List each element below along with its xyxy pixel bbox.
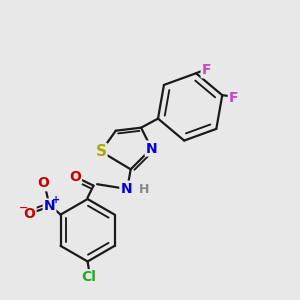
Text: H: H bbox=[139, 183, 149, 196]
Text: Cl: Cl bbox=[82, 270, 97, 284]
Text: O: O bbox=[24, 207, 36, 221]
Text: N: N bbox=[44, 200, 56, 214]
Text: F: F bbox=[202, 63, 211, 77]
Text: S: S bbox=[95, 144, 106, 159]
Text: F: F bbox=[229, 91, 238, 105]
Text: −: − bbox=[19, 202, 28, 212]
Text: N: N bbox=[120, 182, 132, 196]
Text: +: + bbox=[52, 195, 60, 205]
Text: O: O bbox=[69, 170, 81, 184]
Text: O: O bbox=[38, 176, 50, 190]
Text: N: N bbox=[146, 142, 157, 155]
